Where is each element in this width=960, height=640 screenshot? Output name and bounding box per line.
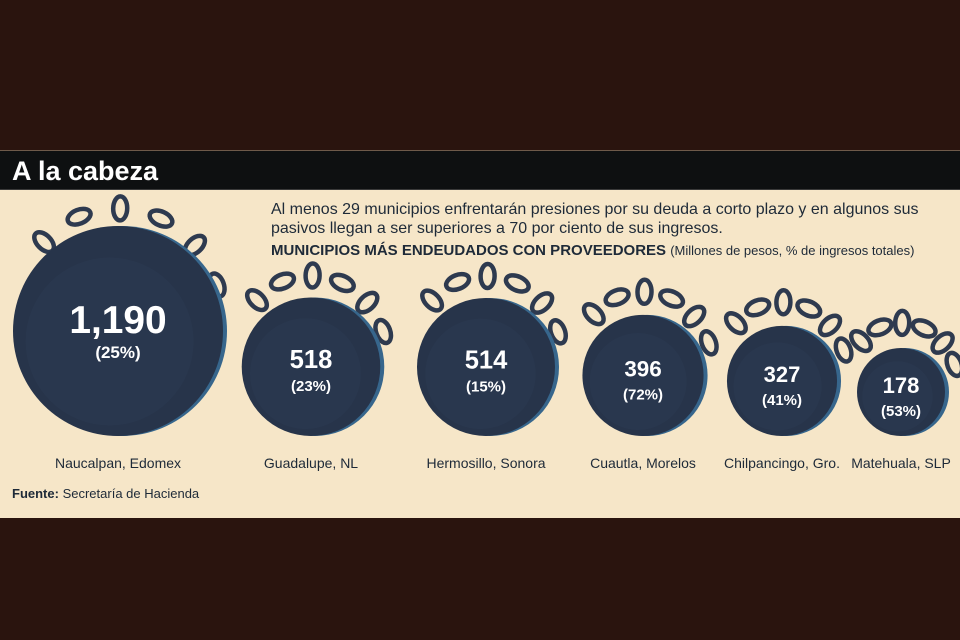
ball-shading xyxy=(425,318,536,430)
value-label: 514 xyxy=(465,346,508,374)
chain-link xyxy=(147,208,175,229)
chain-link xyxy=(244,287,270,313)
category-label: Hermosillo, Sonora xyxy=(426,455,545,471)
chart-title: MUNICIPIOS MÁS ENDEUDADOS CON PROVEEDORE… xyxy=(271,242,667,259)
category-label: Chilpancingo, Gro. xyxy=(724,455,840,471)
chain-link xyxy=(420,288,445,313)
chain-link xyxy=(944,350,960,379)
chain-link xyxy=(635,277,654,307)
percent-label: (23%) xyxy=(291,378,331,395)
chain-link xyxy=(744,297,772,318)
percent-label: (15%) xyxy=(466,378,506,395)
ball-group: 396 (72%) Cuautla, Morelos xyxy=(581,277,719,471)
source-label: Fuente: xyxy=(12,486,59,501)
chain-link xyxy=(478,261,497,291)
chain-link xyxy=(529,291,555,315)
value-label: 1,190 xyxy=(69,299,166,342)
chain-link xyxy=(833,336,854,364)
chain-link xyxy=(581,302,606,327)
chain-link xyxy=(603,287,631,308)
percent-label: (53%) xyxy=(881,403,921,420)
ball-shading xyxy=(25,257,194,426)
value-label: 396 xyxy=(624,357,661,382)
chart-units: (Millones de pesos, % de ingresos totale… xyxy=(670,243,915,258)
chain-link xyxy=(303,261,322,290)
ball-shading xyxy=(589,333,687,430)
chain-link xyxy=(373,317,394,346)
percent-label: (25%) xyxy=(95,343,140,362)
ball-shading xyxy=(250,318,361,430)
page-title: A la cabeza xyxy=(12,156,159,186)
header-bar: A la cabeza xyxy=(0,150,960,190)
ball-shading xyxy=(862,361,933,432)
chain-link xyxy=(65,206,93,227)
value-label: 518 xyxy=(290,346,333,374)
source-text: Secretaría de Hacienda xyxy=(62,486,200,501)
chain-link xyxy=(355,290,380,315)
percent-label: (41%) xyxy=(762,392,802,409)
chain-link xyxy=(848,328,874,354)
category-label: Matehuala, SLP xyxy=(851,455,951,471)
value-label: 178 xyxy=(883,373,920,398)
percent-label: (72%) xyxy=(623,387,663,404)
chain-link xyxy=(503,273,531,294)
chain-link xyxy=(892,308,912,338)
ball-group: 178 (53%) Matehuala, SLP xyxy=(848,308,960,471)
chain-link xyxy=(866,317,894,338)
ball-shading xyxy=(733,342,822,431)
value-label: 327 xyxy=(764,362,801,387)
chain-link xyxy=(817,313,843,338)
chain-link xyxy=(658,288,686,309)
chain-link xyxy=(547,318,569,346)
category-label: Guadalupe, NL xyxy=(264,455,358,471)
chain-link xyxy=(443,271,472,293)
chain-link xyxy=(774,287,793,317)
ball-group: 514 (15%) Hermosillo, Sonora xyxy=(416,261,569,471)
chain-link xyxy=(328,272,356,294)
category-label: Cuautla, Morelos xyxy=(590,455,696,471)
source-note: Fuente: Secretaría de Hacienda xyxy=(12,486,199,501)
ball-group: 327 (41%) Chilpancingo, Gro. xyxy=(723,287,854,471)
chain-link xyxy=(795,298,823,319)
chain-link xyxy=(698,329,719,357)
chart-subtitle: MUNICIPIOS MÁS ENDEUDADOS CON PROVEEDORE… xyxy=(271,242,951,259)
chain-link xyxy=(268,271,297,292)
chain-link xyxy=(681,304,707,329)
chain-link xyxy=(930,331,955,355)
chain-link xyxy=(723,311,748,336)
ball-group: 518 (23%) Guadalupe, NL xyxy=(241,261,394,471)
intro-text: Al menos 29 municipios enfrentarán presi… xyxy=(271,201,919,237)
ball-group: 1,190(25%) Naucalpan, Edomex xyxy=(13,194,227,471)
category-label: Naucalpan, Edomex xyxy=(55,455,181,471)
chain-link xyxy=(110,194,130,223)
chain-link xyxy=(910,318,938,339)
